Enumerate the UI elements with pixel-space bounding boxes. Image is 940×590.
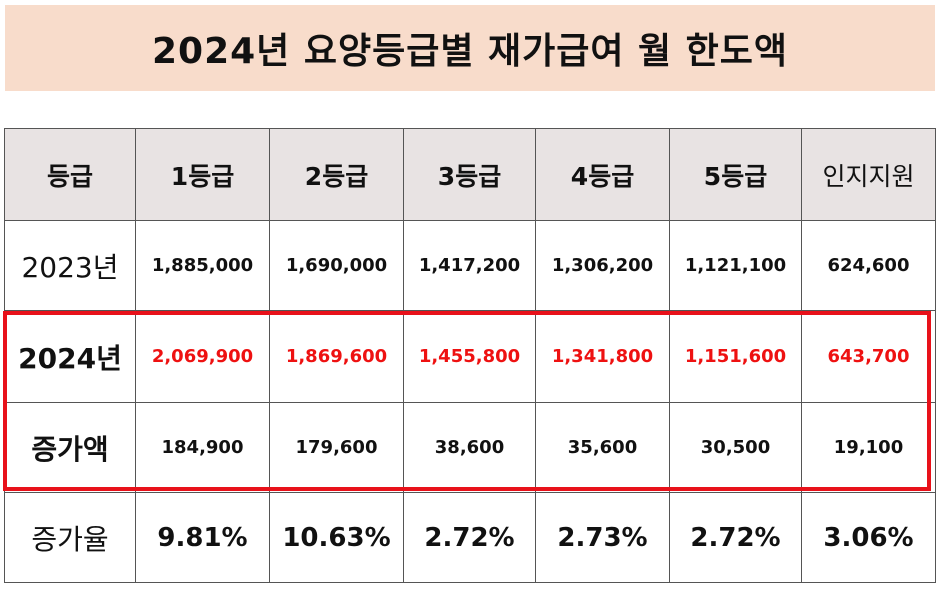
- table-cell: 1,306,200: [535, 220, 670, 311]
- table-cell: 2.72%: [669, 492, 802, 583]
- table-cell: 1,341,800: [535, 310, 670, 403]
- table-cell: 2.72%: [403, 492, 536, 583]
- table-cell: 3.06%: [801, 492, 936, 583]
- page-title: 2024년 요양등급별 재가급여 월 한도액: [151, 31, 788, 72]
- table-row-rate: 증가율 9.81% 10.63% 2.72% 2.73% 2.72% 3.06%: [4, 492, 936, 583]
- table-cell: 1,151,600: [669, 310, 802, 403]
- limit-table: 등급 1등급 2등급 3등급 4등급 5등급 인지지원 2023년 1,885,…: [4, 128, 936, 583]
- table-cell: 30,500: [669, 402, 802, 493]
- table-cell: 1,690,000: [269, 220, 404, 311]
- table-cell: 35,600: [535, 402, 670, 493]
- table-cell: 1,417,200: [403, 220, 536, 311]
- table-cell: 1,885,000: [135, 220, 270, 311]
- table-cell: 1,121,100: [669, 220, 802, 311]
- table-cell: 179,600: [269, 402, 404, 493]
- header-row: 등급 1등급 2등급 3등급 4등급 5등급 인지지원: [4, 128, 936, 221]
- table-cell: 9.81%: [135, 492, 270, 583]
- header-cell: 5등급: [669, 128, 802, 221]
- table-cell: 2.73%: [535, 492, 670, 583]
- header-cell: 3등급: [403, 128, 536, 221]
- table-cell: 2,069,900: [135, 310, 270, 403]
- header-cell: 1등급: [135, 128, 270, 221]
- table-cell: 19,100: [801, 402, 936, 493]
- table-row-2023: 2023년 1,885,000 1,690,000 1,417,200 1,30…: [4, 220, 936, 311]
- row-label: 증가율: [4, 492, 136, 583]
- table-cell: 184,900: [135, 402, 270, 493]
- header-cell: 4등급: [535, 128, 670, 221]
- table-cell: 10.63%: [269, 492, 404, 583]
- table-cell: 1,869,600: [269, 310, 404, 403]
- row-label: 증가액: [4, 402, 136, 493]
- header-cell: 등급: [4, 128, 136, 221]
- header-cell: 인지지원: [801, 128, 936, 221]
- row-label: 2024년: [4, 310, 136, 403]
- table-row-2024: 2024년 2,069,900 1,869,600 1,455,800 1,34…: [4, 310, 936, 403]
- table-row-increase: 증가액 184,900 179,600 38,600 35,600 30,500…: [4, 402, 936, 493]
- table-cell: 38,600: [403, 402, 536, 493]
- table-cell: 624,600: [801, 220, 936, 311]
- table-cell: 1,455,800: [403, 310, 536, 403]
- table-cell: 643,700: [801, 310, 936, 403]
- header-cell: 2등급: [269, 128, 404, 221]
- title-banner: 2024년 요양등급별 재가급여 월 한도액: [5, 5, 935, 91]
- row-label: 2023년: [4, 220, 136, 311]
